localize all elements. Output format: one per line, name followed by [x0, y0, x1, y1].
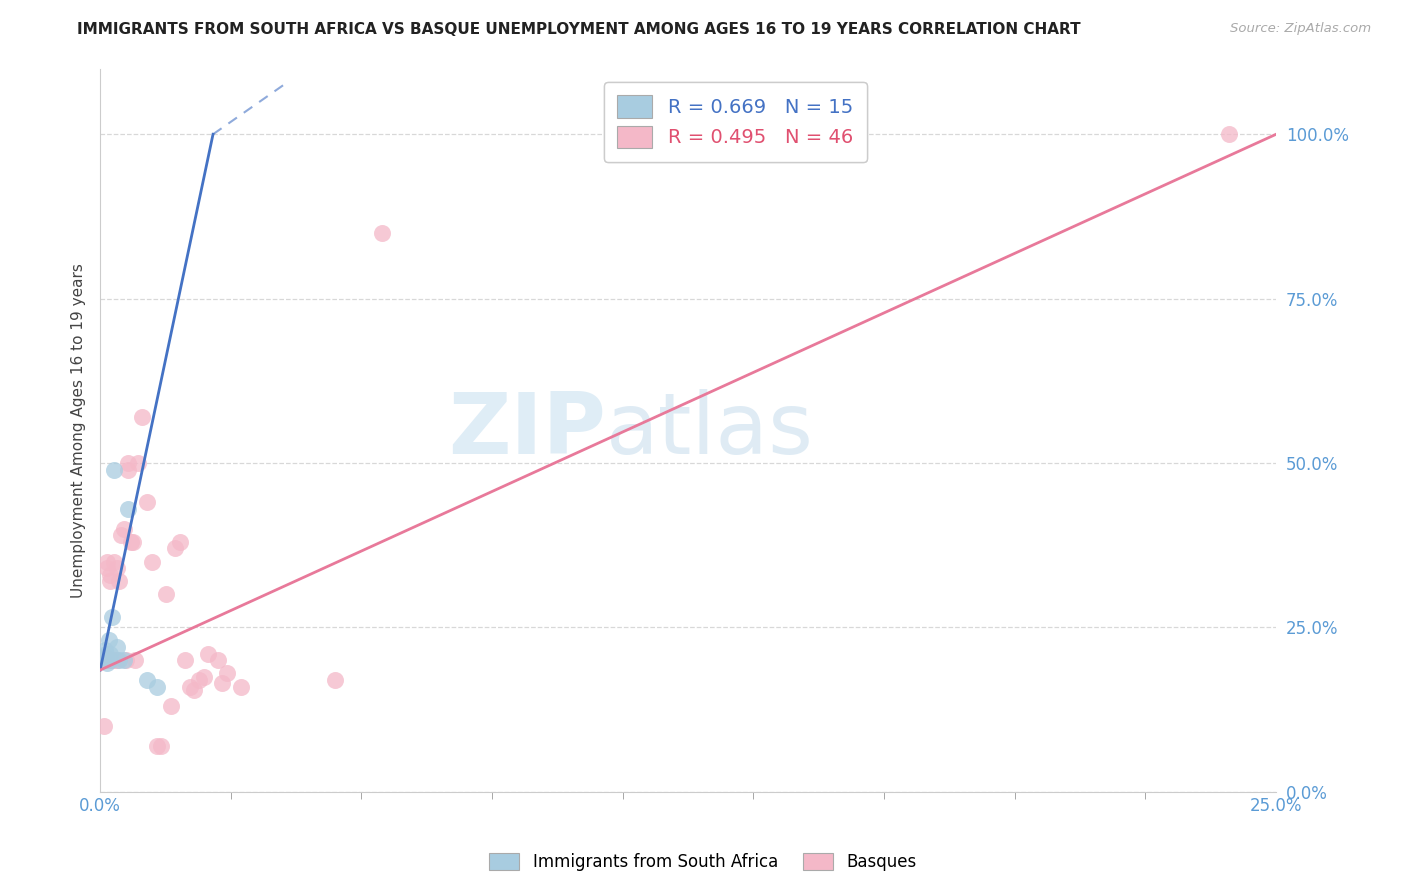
Point — [98, 647, 121, 661]
Point — [371, 226, 394, 240]
Point — [100, 574, 122, 589]
Point — [217, 666, 239, 681]
Text: ZIP: ZIP — [449, 389, 606, 472]
Point — [150, 739, 173, 753]
Point — [173, 653, 195, 667]
Point — [207, 653, 229, 667]
Point — [197, 647, 219, 661]
Point — [105, 561, 128, 575]
Point — [131, 409, 153, 424]
Point — [136, 495, 159, 509]
Point — [108, 653, 131, 667]
Point — [96, 657, 118, 671]
Point — [187, 673, 209, 687]
Point — [193, 670, 215, 684]
Point — [112, 522, 135, 536]
Point — [155, 587, 177, 601]
Point — [169, 534, 191, 549]
Point — [96, 555, 118, 569]
Point — [93, 719, 115, 733]
Point — [110, 528, 132, 542]
Point — [159, 699, 181, 714]
Point — [96, 561, 118, 575]
Point — [120, 534, 142, 549]
Point — [105, 640, 128, 654]
Point — [105, 653, 128, 667]
Text: IMMIGRANTS FROM SOUTH AFRICA VS BASQUE UNEMPLOYMENT AMONG AGES 16 TO 19 YEARS CO: IMMIGRANTS FROM SOUTH AFRICA VS BASQUE U… — [77, 22, 1081, 37]
Point — [97, 633, 120, 648]
Point — [145, 739, 167, 753]
Point — [94, 649, 117, 664]
Point — [179, 680, 201, 694]
Text: Source: ZipAtlas.com: Source: ZipAtlas.com — [1230, 22, 1371, 36]
Point — [127, 456, 149, 470]
Point — [323, 673, 346, 687]
Point — [122, 534, 145, 549]
Point — [108, 574, 131, 589]
Point — [94, 643, 117, 657]
Point — [93, 649, 115, 664]
Point — [117, 462, 139, 476]
Point — [98, 567, 121, 582]
Point — [97, 653, 120, 667]
Point — [94, 653, 117, 667]
Point — [94, 647, 117, 661]
Point — [165, 541, 187, 556]
Point — [1218, 128, 1240, 142]
Point — [211, 676, 233, 690]
Point — [141, 555, 163, 569]
Point — [231, 680, 253, 694]
Point — [103, 555, 125, 569]
Point — [117, 502, 139, 516]
Point — [100, 653, 122, 667]
Legend: R = 0.669   N = 15, R = 0.495   N = 46: R = 0.669 N = 15, R = 0.495 N = 46 — [603, 82, 866, 161]
Point — [117, 456, 139, 470]
Y-axis label: Unemployment Among Ages 16 to 19 years: Unemployment Among Ages 16 to 19 years — [72, 262, 86, 598]
Point — [183, 682, 205, 697]
Point — [103, 653, 125, 667]
Point — [91, 649, 114, 664]
Point — [101, 653, 124, 667]
Point — [124, 653, 146, 667]
Point — [112, 653, 135, 667]
Legend: Immigrants from South Africa, Basques: Immigrants from South Africa, Basques — [481, 845, 925, 880]
Point — [101, 610, 124, 624]
Point — [103, 462, 125, 476]
Point — [136, 673, 159, 687]
Point — [145, 680, 167, 694]
Text: atlas: atlas — [606, 389, 814, 472]
Point — [115, 653, 138, 667]
